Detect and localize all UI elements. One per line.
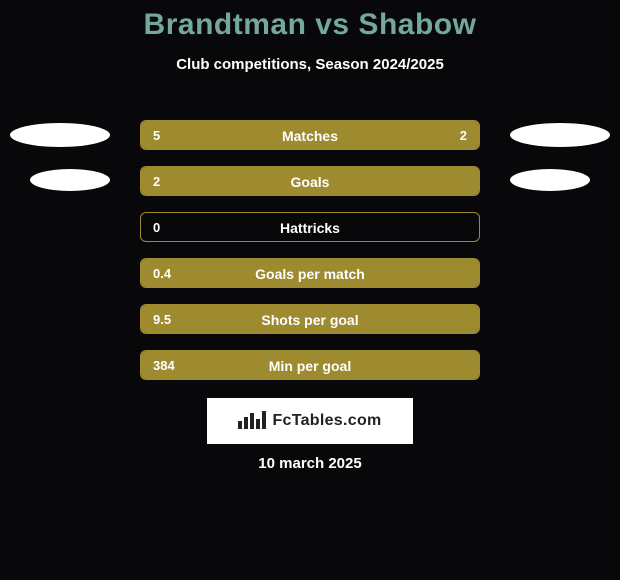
bar-track: 2 Goals [140, 166, 480, 196]
bars-icon [238, 409, 266, 434]
page-title: Brandtman vs Shabow [0, 0, 620, 42]
stat-row-matches: 5 Matches 2 [0, 120, 620, 150]
bar-fill-right [374, 121, 479, 149]
stat-row-min-per-goal: 384 Min per goal [0, 350, 620, 380]
player-left-avatar [30, 169, 110, 191]
comparison-chart: 5 Matches 2 2 Goals 0 Hattricks 0.4 Goal… [0, 120, 620, 396]
stat-row-goals-per-match: 0.4 Goals per match [0, 258, 620, 288]
chart-date: 10 march 2025 [0, 455, 620, 472]
bar-fill-left [141, 259, 479, 287]
bar-track: 0 Hattricks [140, 212, 480, 242]
bar-track: 384 Min per goal [140, 350, 480, 380]
bar-fill-left [141, 121, 374, 149]
player-right-avatar [510, 123, 610, 147]
bar-fill-left [141, 351, 479, 379]
stat-row-goals: 2 Goals [0, 166, 620, 196]
bar-track: 0.4 Goals per match [140, 258, 480, 288]
bar-track: 5 Matches 2 [140, 120, 480, 150]
site-logo: FcTables.com [207, 398, 413, 444]
bar-label: Hattricks [141, 213, 479, 241]
bar-track: 9.5 Shots per goal [140, 304, 480, 334]
bar-fill-left [141, 305, 479, 333]
value-left: 0 [141, 213, 172, 241]
player-left-avatar [10, 123, 110, 147]
bar-fill-left [141, 167, 479, 195]
stat-row-hattricks: 0 Hattricks [0, 212, 620, 242]
stat-row-shots-per-goal: 9.5 Shots per goal [0, 304, 620, 334]
player-right-avatar [510, 169, 590, 191]
site-logo-text: FcTables.com [272, 412, 381, 430]
page-subtitle: Club competitions, Season 2024/2025 [0, 56, 620, 73]
